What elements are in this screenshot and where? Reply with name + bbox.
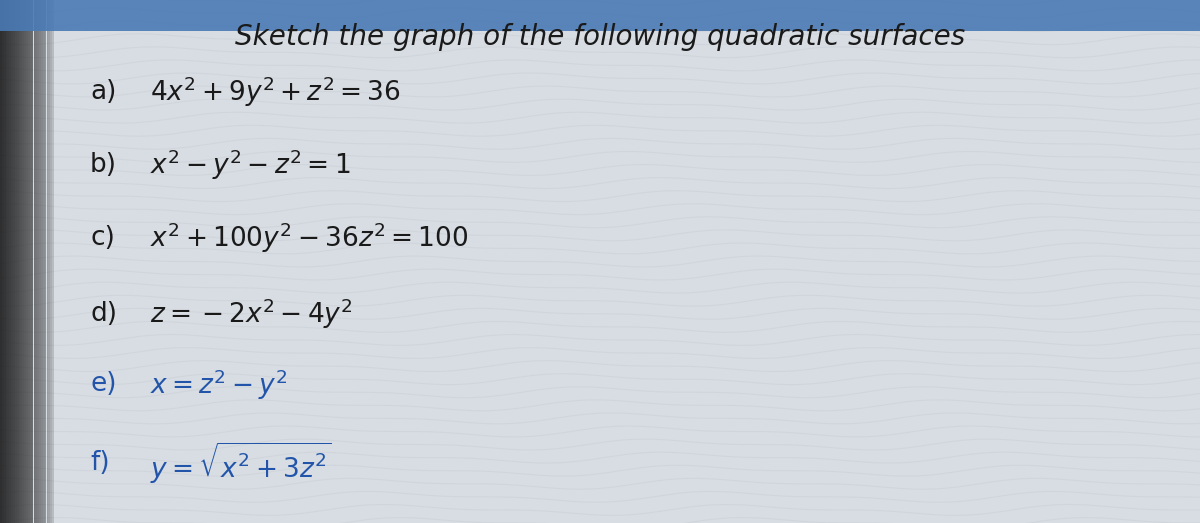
Text: d): d) <box>90 301 118 327</box>
Bar <box>34 0 35 523</box>
Bar <box>28 0 30 523</box>
Text: $z = -2x^2 - 4y^2$: $z = -2x^2 - 4y^2$ <box>150 297 353 331</box>
Text: c): c) <box>90 225 115 251</box>
Bar <box>14 0 17 523</box>
Text: $x^2 - y^2 - z^2 = 1$: $x^2 - y^2 - z^2 = 1$ <box>150 147 350 182</box>
Bar <box>37 0 40 523</box>
Bar <box>4 0 6 523</box>
Bar <box>20 0 23 523</box>
Bar <box>6 0 7 523</box>
Bar <box>30 0 31 523</box>
Text: b): b) <box>90 152 118 178</box>
Text: $y = \sqrt{x^2 + 3z^2}$: $y = \sqrt{x^2 + 3z^2}$ <box>150 440 332 486</box>
Bar <box>2 0 4 523</box>
Bar <box>0 0 2 523</box>
Bar <box>48 0 50 523</box>
Bar <box>24 0 26 523</box>
Bar <box>13 0 14 523</box>
Bar <box>41 0 43 523</box>
Bar <box>10 0 11 523</box>
Bar <box>47 0 48 523</box>
Bar <box>11 0 13 523</box>
Bar <box>52 0 54 523</box>
Bar <box>26 0 28 523</box>
Bar <box>43 0 44 523</box>
Bar <box>50 0 52 523</box>
Text: $x^2 + 100y^2 - 36z^2 = 100$: $x^2 + 100y^2 - 36z^2 = 100$ <box>150 221 468 255</box>
Bar <box>19 0 20 523</box>
Text: $4x^2 + 9y^2 + z^2 = 36$: $4x^2 + 9y^2 + z^2 = 36$ <box>150 74 401 109</box>
Bar <box>7 0 10 523</box>
Bar <box>40 0 41 523</box>
Text: Sketch the graph of the following quadratic surfaces: Sketch the graph of the following quadra… <box>235 22 965 51</box>
Bar <box>0 0 1200 31</box>
Text: e): e) <box>90 371 116 397</box>
Text: f): f) <box>90 450 109 476</box>
Text: a): a) <box>90 78 116 105</box>
Bar <box>31 0 34 523</box>
Bar <box>44 0 47 523</box>
Bar <box>17 0 18 523</box>
Bar <box>23 0 24 523</box>
Text: $x = z^2 - y^2$: $x = z^2 - y^2$ <box>150 367 288 402</box>
Bar <box>54 0 56 523</box>
Bar <box>35 0 37 523</box>
